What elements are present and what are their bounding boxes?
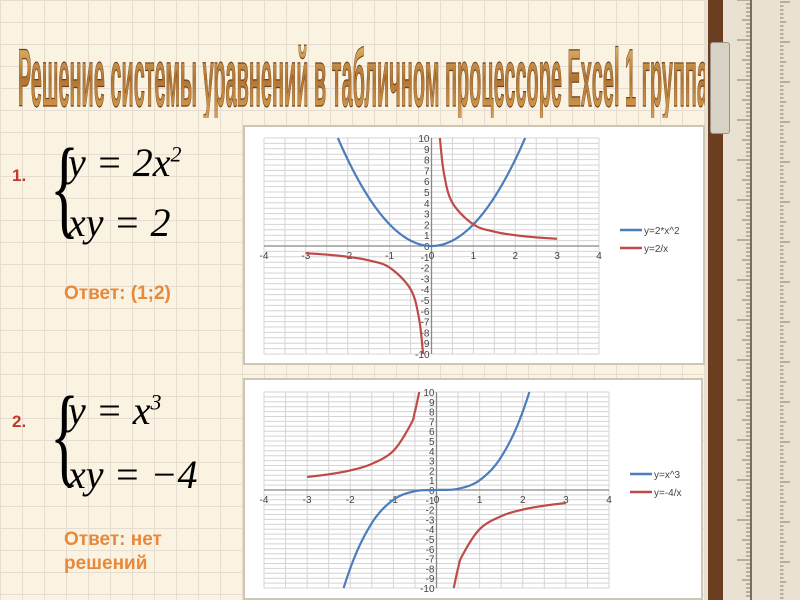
- y-tick-label: 6: [424, 177, 430, 188]
- series-line-0: [336, 137, 527, 248]
- y-tick-label: 9: [429, 398, 435, 409]
- y-tick-label: 7: [424, 166, 430, 177]
- y-tick-label: -3: [421, 274, 430, 285]
- x-tick-label: -3: [301, 251, 310, 262]
- problem-2-answer: Ответ: нет решений: [64, 528, 162, 576]
- y-tick-label: 3: [424, 210, 430, 221]
- y-tick-label: 5: [424, 188, 430, 199]
- system-brace: {: [50, 126, 80, 248]
- legend-label: y=x^3: [654, 470, 681, 481]
- equation-text: y = x: [68, 388, 151, 433]
- y-tick-label: 2: [424, 220, 430, 231]
- series-line-1: [438, 137, 558, 240]
- ruler-strip: [708, 0, 723, 600]
- ruler-clip: [710, 42, 730, 134]
- y-tick-label: 9: [424, 145, 430, 156]
- exponent: 2: [170, 141, 182, 167]
- y-tick-label: -1: [426, 496, 435, 507]
- x-tick-label: -2: [346, 495, 355, 506]
- series-line-1: [452, 501, 567, 589]
- y-tick-label: -6: [421, 307, 430, 318]
- y-tick-label: 3: [429, 457, 435, 468]
- chart-2-svg: -4 -3 -2 -1 0 1 2 3 4-10-9-8-7-6-5-4-3-2-1012345…: [260, 388, 682, 595]
- x-tick-label: 1: [471, 251, 477, 262]
- problem-2-equation-2: xy = −4: [68, 452, 198, 497]
- series-line-0: [342, 391, 531, 589]
- y-tick-label: 2: [429, 466, 435, 477]
- y-tick-label: -4: [426, 525, 435, 536]
- x-tick-label: 3: [554, 251, 560, 262]
- y-tick-label: -5: [421, 296, 430, 307]
- y-tick-label: -7: [426, 555, 435, 566]
- slide-title: Решение системы уравнений в табличном пр…: [17, 32, 709, 118]
- y-tick-label: -7: [421, 318, 430, 329]
- ruler-ticks: [737, 0, 790, 599]
- x-tick-label: -3: [303, 495, 312, 506]
- y-tick-label: -2: [421, 264, 430, 275]
- problem-1-equation-2: xy = 2: [68, 200, 171, 245]
- y-tick-label: 4: [424, 199, 430, 210]
- system-brace: {: [50, 374, 80, 496]
- y-tick-label: 10: [418, 134, 430, 145]
- chart-2: -4 -3 -2 -1 0 1 2 3 4 -10 -9 -8 -7 -6 -5 -4 -3 -2 -1 0 1 2 3 4 5…: [243, 378, 703, 600]
- x-tick-label: 2: [520, 495, 526, 506]
- y-tick-label: 10: [423, 388, 435, 399]
- y-tick-label: 4: [429, 447, 435, 458]
- x-tick-label: -1: [385, 251, 394, 262]
- x-tick-label: -4: [260, 495, 269, 506]
- series-line-1: [305, 252, 425, 355]
- y-tick-label: 0: [424, 242, 430, 253]
- legend-label: y=-4/x: [654, 488, 682, 499]
- x-tick-label: 1: [477, 495, 483, 506]
- chart-1: -4 -3 -2 -1 0 1 2 3 4 -10 -9 -8 -7 -6 -5 -4 -3 -2 -1 0 1 2 3 4 5…: [243, 125, 705, 365]
- x-tick-label: 3: [563, 495, 569, 506]
- y-tick-label: -3: [426, 515, 435, 526]
- y-tick-label: -10: [415, 350, 430, 361]
- y-tick-label: 1: [424, 231, 430, 242]
- legend-label: y=2/x: [644, 244, 668, 255]
- x-tick-label: -4: [260, 251, 269, 262]
- y-tick-label: 7: [429, 417, 435, 428]
- problem-2-number: 2.: [12, 412, 27, 431]
- y-tick-label: -1: [421, 253, 430, 264]
- x-tick-label: 4: [606, 495, 612, 506]
- x-tick-label: 2: [512, 251, 518, 262]
- y-tick-label: 5: [429, 437, 435, 448]
- chart-1-svg: -4 -3 -2 -1 0 1 2 3 4-10-9-8-7-6-5-4-3-2-1012345…: [260, 134, 680, 361]
- x-tick-label: 0: [429, 251, 435, 262]
- y-tick-label: -10: [420, 584, 435, 595]
- problem-2-equation-1: y = x3: [68, 388, 162, 434]
- y-tick-label: 0: [429, 486, 435, 497]
- series-line-1: [306, 391, 421, 479]
- slide-title-text: Решение системы уравнений в табличном пр…: [18, 33, 708, 118]
- y-tick-label: -6: [426, 545, 435, 556]
- slide-rule-decoration: [705, 0, 800, 600]
- y-tick-label: 6: [429, 427, 435, 438]
- y-tick-label: -9: [421, 339, 430, 350]
- x-tick-label: 0: [434, 495, 440, 506]
- problem-1-number: 1.: [12, 166, 27, 185]
- y-tick-label: -9: [426, 574, 435, 585]
- y-tick-label: -8: [421, 328, 430, 339]
- y-tick-label: 1: [429, 476, 435, 487]
- y-tick-label: -2: [426, 506, 435, 517]
- legend-label: y=2*x^2: [644, 226, 680, 237]
- exponent: 3: [150, 389, 162, 415]
- y-tick-label: -4: [421, 285, 430, 296]
- problem-1-answer: Ответ: (1;2): [64, 283, 171, 304]
- equation-text: y = 2x: [68, 140, 171, 185]
- y-tick-label: -8: [426, 564, 435, 575]
- answer-line: Ответ: нет: [64, 529, 162, 550]
- y-tick-label: 8: [424, 156, 430, 167]
- y-tick-label: -5: [426, 535, 435, 546]
- problem-1-equation-1: y = 2x2: [68, 140, 182, 186]
- answer-line: решений: [64, 553, 148, 574]
- y-tick-label: 8: [429, 408, 435, 419]
- x-tick-label: 4: [596, 251, 602, 262]
